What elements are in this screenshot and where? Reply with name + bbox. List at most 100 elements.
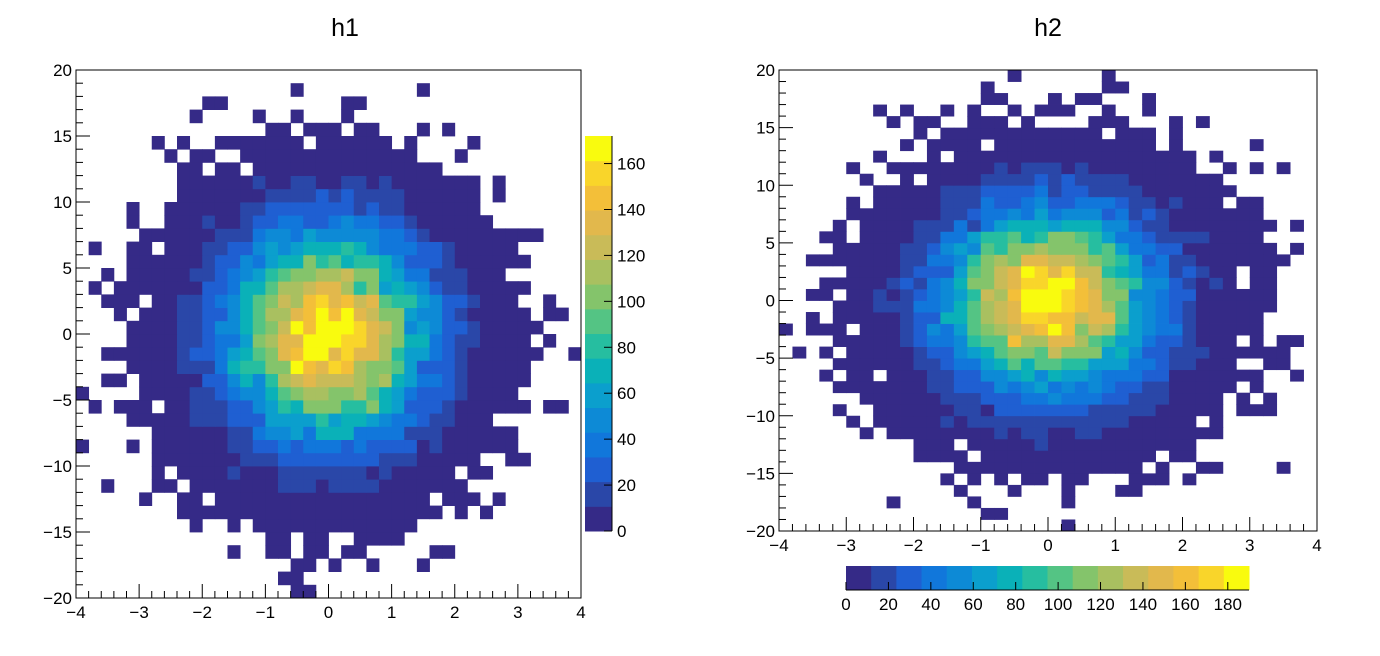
heatmap-cell <box>1088 242 1103 255</box>
heatmap-cell <box>926 219 941 232</box>
heatmap-cell <box>1088 312 1103 324</box>
heatmap-cell <box>353 268 367 282</box>
heatmap-cell <box>859 358 874 371</box>
heatmap-cell <box>1034 392 1049 405</box>
heatmap-cell <box>227 386 241 401</box>
heatmap-cell <box>467 136 481 150</box>
heatmap-cell <box>953 127 968 140</box>
heatmap-cell <box>416 281 430 295</box>
heatmap-cell <box>530 228 544 242</box>
heatmap-cell <box>328 241 342 256</box>
heatmap-cell <box>1263 219 1278 232</box>
heatmap-cell <box>404 505 418 520</box>
heatmap-cell <box>886 288 901 301</box>
heatmap-cell <box>953 277 968 290</box>
heatmap-cell <box>1142 196 1156 209</box>
heatmap-cell <box>1048 312 1062 324</box>
heatmap-cell <box>278 426 292 440</box>
colorbar-tick-label: 80 <box>617 338 636 357</box>
heatmap-cell <box>505 386 519 401</box>
heatmap-cell <box>1074 231 1089 244</box>
heatmap-cell <box>994 381 1009 394</box>
heatmap-cell <box>492 386 506 401</box>
x-tick-label: 4 <box>576 603 585 622</box>
colorbar-segment <box>1123 566 1149 590</box>
heatmap-cell <box>1061 277 1076 290</box>
heatmap-cell <box>953 346 968 359</box>
x-axis-h1: −4 −3 −2 −1 0 1 2 3 4 <box>66 584 586 622</box>
heatmap-cell <box>1034 219 1049 232</box>
heatmap-cell <box>1263 277 1278 290</box>
heatmap-cell <box>189 202 203 216</box>
heatmap-cell <box>1021 300 1035 313</box>
heatmap-cell <box>252 400 266 414</box>
heatmap-cell <box>151 268 165 282</box>
heatmap-cell <box>303 479 317 493</box>
heatmap-cell <box>900 288 914 301</box>
heatmap-cell <box>832 254 847 267</box>
heatmap-cell <box>1169 173 1183 186</box>
heatmap-cell <box>252 228 266 242</box>
heatmap-cell <box>290 149 304 163</box>
heatmap-cell <box>926 208 941 221</box>
colorbar-segment <box>971 566 998 590</box>
heatmap-cell <box>1249 312 1264 324</box>
heatmap-cell <box>303 584 317 599</box>
heatmap-cell <box>994 288 1009 301</box>
heatmap-cell <box>379 294 393 308</box>
heatmap-cell <box>379 505 393 520</box>
heatmap-cell <box>278 400 292 414</box>
heatmap-cell <box>1088 93 1103 105</box>
heatmap-cell <box>1007 323 1022 336</box>
heatmap-cell <box>265 532 279 546</box>
heatmap-cell <box>290 558 304 572</box>
heatmap-cell <box>1048 450 1062 463</box>
heatmap-cell <box>1061 196 1076 209</box>
heatmap-cell <box>819 288 834 301</box>
x-tick-label: 0 <box>1043 536 1052 555</box>
heatmap-cell <box>379 162 393 176</box>
heatmap-cell <box>353 320 367 335</box>
heatmap-cell <box>1007 127 1022 140</box>
heatmap-cell <box>252 334 266 348</box>
heatmap-cell <box>177 294 191 308</box>
heatmap-cell <box>315 452 329 467</box>
heatmap-cell <box>353 505 367 520</box>
heatmap-cell <box>214 492 228 506</box>
heatmap-cell <box>404 492 418 506</box>
heatmap-cell <box>126 320 140 335</box>
heatmap-cell <box>859 335 874 347</box>
heatmap-cell <box>404 188 418 203</box>
heatmap-cell <box>442 373 456 388</box>
heatmap-cell <box>341 518 355 533</box>
heatmap-cell <box>1034 104 1049 117</box>
heatmap-cell <box>1182 300 1197 313</box>
x-tick-label: −4 <box>769 536 788 555</box>
heatmap-cell <box>1061 450 1076 463</box>
heatmap-cell <box>240 228 254 242</box>
heatmap-cell <box>227 254 241 269</box>
heatmap-cell <box>1034 288 1049 301</box>
heatmap-cell <box>1222 219 1237 232</box>
y-tick-label: 0 <box>63 325 72 344</box>
heatmap-cell <box>391 334 405 348</box>
heatmap-cell <box>1088 335 1103 347</box>
heatmap-cell <box>379 413 393 427</box>
heatmap-cell <box>900 185 914 198</box>
heatmap-cell <box>1101 196 1116 209</box>
heatmap-cell <box>1007 277 1022 290</box>
heatmap-cell <box>1142 254 1156 267</box>
heatmap-cell <box>189 241 203 256</box>
heatmap-cell <box>1101 277 1116 290</box>
heatmap-cell <box>1169 346 1183 359</box>
heatmap-cell <box>1155 173 1170 186</box>
heatmap-cell <box>177 215 191 229</box>
heatmap-cell <box>177 334 191 348</box>
x-tick-label: −4 <box>66 603 85 622</box>
heatmap-cell <box>1142 381 1156 394</box>
heatmap-cell <box>953 162 968 175</box>
heatmap-cell <box>967 496 982 509</box>
heatmap-cell <box>454 400 468 414</box>
heatmap-cell <box>303 545 317 559</box>
heatmap-cell <box>1074 288 1089 301</box>
